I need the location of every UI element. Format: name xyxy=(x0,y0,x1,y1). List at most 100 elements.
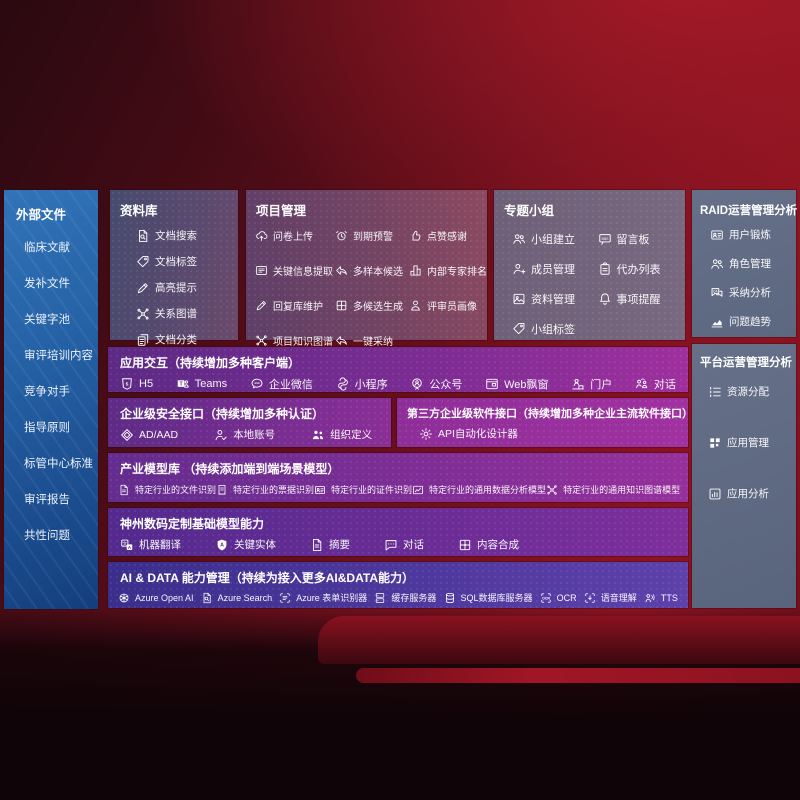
feature-label: 关键实体 xyxy=(234,539,276,551)
list-alloc-icon xyxy=(708,385,722,399)
feature-item: 到期预警 xyxy=(335,228,409,243)
docs-icon xyxy=(136,333,150,347)
feature-label: 小组建立 xyxy=(531,234,575,246)
miniapp-icon xyxy=(336,377,350,391)
project-management-grid: 问卷上传 到期预警 点赞感谢 关键信息提取 多样本候选 内部专家排名 回复库维护 多候选生成 评… xyxy=(246,219,487,348)
feature-label: 门户 xyxy=(590,379,613,391)
db-icon xyxy=(444,592,456,604)
extract-icon xyxy=(255,264,268,277)
feature-label: 角色管理 xyxy=(729,258,771,270)
feature-item: 特定行业的通用数据分析模型 xyxy=(412,483,546,496)
security-interface-title: 企业级安全接口（持续增加多种认证） xyxy=(120,407,325,421)
feature-item: 多候选生成 xyxy=(335,298,409,313)
ocr-icon: OCR xyxy=(540,592,552,604)
feature-label: 组织定义 xyxy=(330,429,373,441)
feature-item: 5 H5 xyxy=(120,377,153,391)
image-chart-icon xyxy=(412,484,424,496)
third-party-interface-row: 第三方企业级软件接口（持续增加多种企业主流软件接口） API自动化设计器 xyxy=(397,398,693,447)
sidebar-item: 审评报告 xyxy=(24,494,70,506)
feature-label: 用户锻炼 xyxy=(729,229,771,241)
feature-label: 应用管理 xyxy=(727,437,769,449)
feature-item: 回复库维护 xyxy=(255,298,335,313)
security-interface-row: 企业级安全接口（持续增加多种认证） AD/AAD 本地账号 组织定义 xyxy=(108,398,391,447)
sidebar-item: 共性问题 xyxy=(24,530,70,542)
pen-icon xyxy=(255,299,268,312)
feature-item: 特定行业的证件识别 xyxy=(314,483,412,496)
platform-analysis-list: 资源分配 应用管理 应用分析 xyxy=(692,370,796,501)
feature-label: 应用分析 xyxy=(727,488,769,500)
feature-item: Azure Search xyxy=(201,592,272,604)
feature-item: Azure 表单识别器 xyxy=(279,591,367,604)
feature-label: 留言板 xyxy=(616,234,650,246)
person-check-icon xyxy=(214,428,228,442)
feature-item: 本地账号 xyxy=(214,427,275,442)
feature-item: T Teams xyxy=(176,377,227,391)
gear-icon xyxy=(419,427,433,441)
feature-item: 高亮提示 xyxy=(136,280,238,295)
feature-item: 小程序 xyxy=(336,376,388,392)
openai-icon xyxy=(118,592,130,604)
wecom-icon xyxy=(250,377,264,391)
raid-analysis-list: 用户锻炼角色管理 QA 采纳分析问题趋势 xyxy=(692,218,796,329)
feature-item: QA 采纳分析 xyxy=(710,285,796,300)
feature-item: 小组建立 xyxy=(512,231,598,247)
feature-label: 问题趋势 xyxy=(729,316,771,328)
feature-item: 关系图谱 xyxy=(136,306,238,321)
idcard-icon xyxy=(314,484,326,496)
feature-label: 对话 xyxy=(403,539,424,551)
cloud-up-icon xyxy=(255,229,268,242)
reply-icon xyxy=(335,264,348,277)
feature-label: SQL数据库服务器 xyxy=(460,593,533,603)
thumb-icon xyxy=(409,229,422,242)
sidebar-item: 发补文件 xyxy=(24,278,70,290)
svg-text:T: T xyxy=(179,381,183,387)
feature-item: 点赞感谢 xyxy=(409,228,487,243)
doc-icon xyxy=(310,538,324,552)
diamond-icon xyxy=(120,428,134,442)
feature-label: TTS xyxy=(660,592,678,603)
svg-text:OCR: OCR xyxy=(542,596,550,600)
feature-label: OCR xyxy=(556,592,577,603)
receipt-icon xyxy=(216,484,228,496)
feature-item: 应用分析 xyxy=(708,486,796,501)
photo-icon xyxy=(512,292,526,306)
feature-item: 企业微信 xyxy=(250,376,313,392)
security-interface-items: AD/AAD 本地账号 组织定义 xyxy=(108,422,391,442)
feature-label: 文档分类 xyxy=(155,334,197,346)
feature-label: 文档搜索 xyxy=(155,230,197,242)
industry-model-title: 产业模型库 （持续添加端到端场景模型） xyxy=(120,462,340,476)
feature-item: SQL数据库服务器 xyxy=(444,591,533,604)
network-icon xyxy=(136,307,150,321)
feature-label: 关键信息提取 xyxy=(273,267,333,278)
feature-label: 采纳分析 xyxy=(729,287,771,299)
feature-item: 特定行业的票据识别 xyxy=(216,483,314,496)
topic-group-panel: 专题小组 小组建立 BBS 留言板 成员管理 代办列表 资料管理 事项提醒 小组标签 xyxy=(494,190,685,340)
feature-label: 高亮提示 xyxy=(155,282,197,294)
feature-item: 对话 xyxy=(635,376,676,392)
third-party-interface-items: API自动化设计器 xyxy=(397,421,688,441)
feature-item: 文 A 机器翻译 xyxy=(120,537,181,552)
feature-item: 代办列表 xyxy=(598,261,684,277)
feature-label: 评审员画像 xyxy=(427,302,477,313)
feature-item: 语音理解 xyxy=(584,591,637,604)
base-model-items: 文 A 机器翻译 A 关键实体 摘要 对话 内容合成 xyxy=(108,532,688,552)
feature-item: 问题趋势 xyxy=(710,314,796,329)
org-icon xyxy=(311,428,325,442)
feature-label: 特定行业的文件识别 xyxy=(135,485,217,495)
feature-item: 摘要 xyxy=(310,537,350,552)
feature-item: BBS 留言板 xyxy=(598,231,684,247)
feature-item: 角色管理 xyxy=(710,256,796,271)
bell-icon xyxy=(598,292,612,306)
feature-label: 公众号 xyxy=(429,379,463,391)
feature-item: 事项提醒 xyxy=(598,291,684,307)
puzzle-icon xyxy=(458,538,472,552)
svg-text:QA: QA xyxy=(713,289,718,293)
portal-icon xyxy=(571,377,585,391)
feature-label: 对话 xyxy=(653,379,676,391)
external-files-title: 外部文件 xyxy=(16,208,67,222)
feature-item: 资料管理 xyxy=(512,291,598,307)
feature-item: 文档标签 xyxy=(136,254,238,269)
feature-label: Teams xyxy=(194,378,228,390)
group-icon xyxy=(710,257,724,271)
